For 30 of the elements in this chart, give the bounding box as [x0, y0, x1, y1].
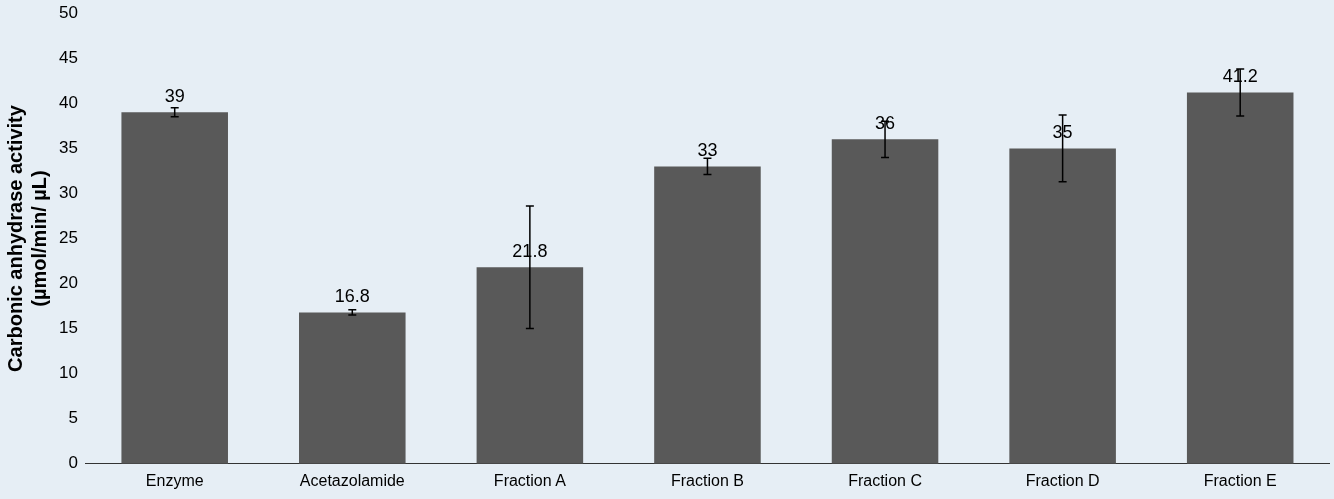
bar: [299, 312, 406, 464]
y-tick-label: 35: [58, 138, 78, 158]
x-tick-label: Fraction C: [848, 471, 922, 489]
y-tick-label: 15: [58, 318, 78, 338]
bar: [476, 267, 584, 464]
y-tick-label: 5: [68, 408, 78, 428]
x-tick-label: Fraction A: [493, 471, 567, 489]
bar: [1186, 92, 1294, 464]
x-tick-label: Fraction D: [1025, 471, 1100, 489]
data-label: 33: [697, 140, 718, 161]
data-label: 36: [875, 113, 896, 134]
bar: [654, 166, 761, 464]
y-tick-label: 40: [58, 93, 78, 113]
data-label: 16.8: [334, 286, 370, 307]
x-tick-label: Acetazolamide: [299, 471, 405, 489]
y-tick-label: 10: [58, 363, 78, 383]
y-tick-label: 0: [68, 453, 78, 473]
bar: [831, 139, 939, 464]
y-tick-label: 50: [58, 2, 78, 22]
y-tick-label: 30: [58, 183, 78, 203]
y-tick-label: 20: [58, 273, 78, 293]
data-label: 39: [164, 86, 185, 107]
y-tick-label: 45: [58, 47, 78, 67]
x-tick-label: Enzyme: [145, 471, 204, 489]
y-axis-title: Carbonic anhydrase activity (µmol/min/ µL): [3, 104, 50, 372]
y-tick-label: 25: [58, 228, 78, 248]
x-tick-label: Fraction E: [1203, 471, 1277, 489]
bar: [1009, 148, 1116, 464]
bar: [121, 112, 228, 464]
x-tick-label: Fraction B: [670, 471, 744, 489]
